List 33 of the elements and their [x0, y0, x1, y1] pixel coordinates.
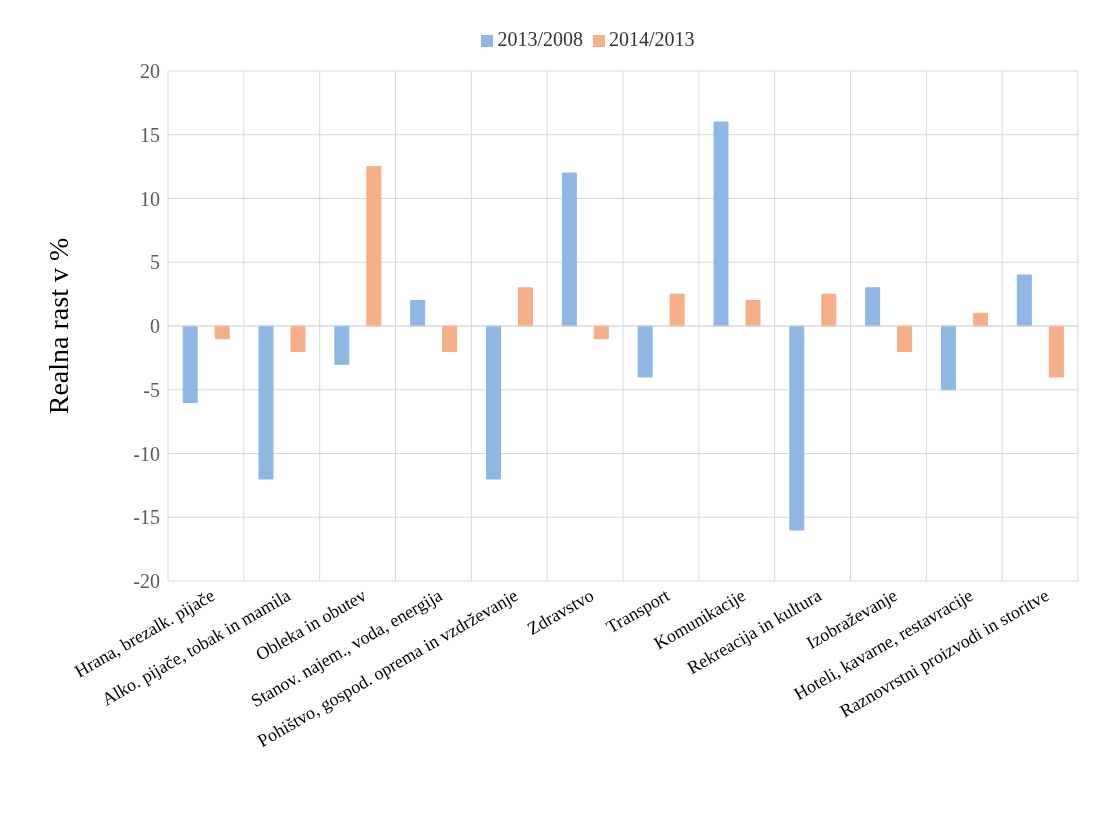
bar — [669, 293, 685, 327]
y-axis-title: Realna rast v % — [42, 237, 74, 415]
bar — [561, 172, 577, 327]
y-tick-label: -15 — [133, 506, 160, 529]
bar — [410, 300, 426, 327]
legend-label: 2013/2008 — [497, 28, 583, 50]
bar — [486, 325, 501, 480]
bar — [821, 293, 837, 327]
y-tick-label: -10 — [133, 442, 160, 465]
bar — [366, 166, 382, 327]
bar — [789, 325, 805, 531]
bar — [334, 325, 350, 365]
y-tick-label: 10 — [140, 187, 160, 210]
bar — [258, 325, 274, 480]
bar — [637, 325, 653, 378]
bar — [182, 325, 198, 403]
bar — [290, 325, 306, 352]
bar — [941, 325, 956, 391]
y-tick-label: 0 — [150, 315, 160, 338]
y-tick-label: 5 — [150, 251, 160, 274]
bar — [442, 325, 458, 352]
bar — [1016, 274, 1032, 327]
legend-label: 2014/2013 — [609, 28, 695, 50]
bar — [518, 287, 533, 327]
y-tick-label: 20 — [140, 60, 160, 83]
bar — [865, 287, 881, 327]
bar — [713, 121, 729, 327]
y-tick-label: 15 — [140, 123, 160, 146]
y-tick-label: -20 — [133, 570, 160, 593]
bar — [745, 300, 761, 327]
bar — [1048, 325, 1064, 378]
bar — [897, 325, 913, 352]
y-tick-label: -5 — [143, 378, 160, 401]
